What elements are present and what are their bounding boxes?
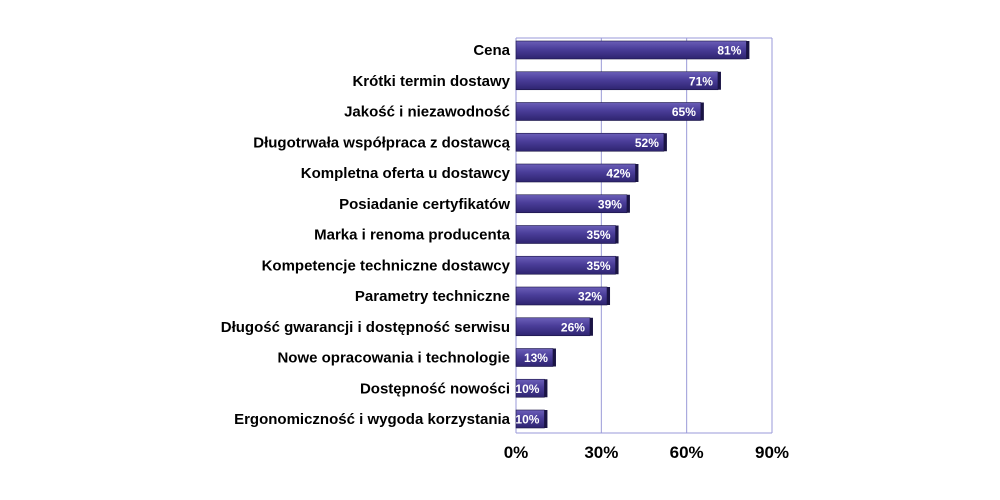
bar-value-label: 32% <box>578 290 602 304</box>
bar-value-label: 35% <box>587 228 611 242</box>
bar-group: 52% <box>515 132 667 152</box>
category-label: Marka i renoma producenta <box>314 227 511 244</box>
category-label: Długość gwarancji i dostępność serwisu <box>221 319 510 336</box>
bar-group: 71% <box>515 71 721 91</box>
bar-group: 35% <box>515 255 619 275</box>
bar-group: 32% <box>515 286 611 306</box>
bar-group: 81% <box>515 40 750 60</box>
bar-value-label: 42% <box>606 167 630 181</box>
category-label: Długotrwała współpraca z dostawcą <box>253 134 510 151</box>
category-label: Ergonomiczność i wygoda korzystania <box>234 411 511 428</box>
bar-group: 13% <box>515 348 556 367</box>
bar-value-label: 35% <box>587 259 611 273</box>
bar <box>515 194 628 214</box>
bar-group: 42% <box>515 163 639 183</box>
bar-value-label: 71% <box>689 74 713 88</box>
bar <box>515 163 636 183</box>
bar-group: 39% <box>515 194 630 214</box>
category-label: Cena <box>473 42 510 59</box>
bar <box>515 286 608 306</box>
bar-value-label: 52% <box>635 136 659 150</box>
bar-value-label: 13% <box>524 351 548 365</box>
x-tick-label: 90% <box>755 443 789 462</box>
x-tick-label: 60% <box>670 443 704 462</box>
bar-group: 10% <box>515 378 548 398</box>
bar <box>515 348 554 367</box>
category-label: Kompetencje techniczne dostawcy <box>262 257 511 274</box>
bar-value-label: 10% <box>515 382 539 396</box>
bar <box>515 102 702 121</box>
bar <box>515 225 616 244</box>
bar-group: 35% <box>515 225 619 244</box>
category-label: Kompletna oferta u dostawcy <box>301 165 511 182</box>
category-label: Posiadanie certyfikatów <box>339 196 510 213</box>
category-label: Nowe opracowania i technologie <box>277 350 510 367</box>
category-label: Dostępność nowości <box>360 380 510 397</box>
bar <box>515 40 747 60</box>
bar <box>515 255 616 275</box>
bar <box>515 409 545 429</box>
category-label: Parametry techniczne <box>355 288 510 305</box>
bar <box>515 71 719 91</box>
bar <box>515 378 545 398</box>
x-axis-ticks: 0% 30% 60% 90% <box>504 443 789 462</box>
bar-value-label: 65% <box>672 105 696 119</box>
bar <box>515 132 665 152</box>
category-label: Krótki termin dostawy <box>352 73 510 90</box>
category-labels: Cena Krótki termin dostawy Jakość i niezaw… <box>221 42 511 428</box>
x-tick-label: 0% <box>504 443 529 462</box>
x-tick-label: 30% <box>584 443 618 462</box>
bars: 81% 71% 65% 52% 42% 39% 35% 35% 32% 26% 13% 10% 10% <box>515 40 750 429</box>
bar <box>515 317 591 337</box>
bar-group: 10% <box>515 409 548 429</box>
bar-value-label: 26% <box>561 320 585 334</box>
bar-value-label: 39% <box>598 197 622 211</box>
bar-value-label: 10% <box>515 413 539 427</box>
bar-group: 65% <box>515 102 704 121</box>
bar-group: 26% <box>515 317 593 337</box>
bar-value-label: 81% <box>717 44 741 58</box>
category-label: Jakość i niezawodność <box>344 104 510 121</box>
